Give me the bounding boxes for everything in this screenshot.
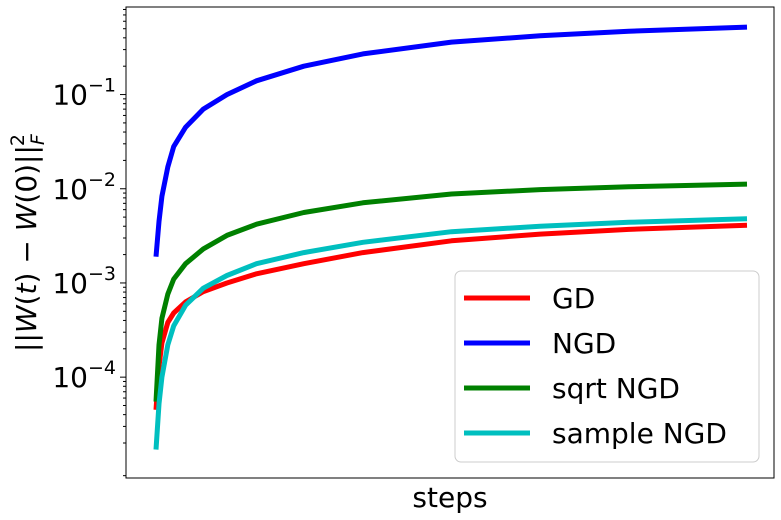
series-line-ngd (153, 24, 748, 257)
series-line-sqrt-ngd (153, 181, 748, 402)
legend-label-sample-ngd: sample NGD (552, 417, 727, 450)
series-layer (153, 24, 748, 450)
x-axis-title: steps (412, 481, 487, 514)
legend-frame (454, 270, 760, 463)
y-tick-label: 10−3 (52, 263, 116, 300)
legend: GD NGD sqrt NGD sample NGD (454, 270, 760, 463)
series-line-sample-ngd (153, 216, 748, 450)
legend-label-ngd: NGD (552, 327, 616, 360)
y-tick-label: 10−4 (52, 357, 116, 394)
y-tick-label: 10−2 (52, 169, 116, 206)
y-axis-title: ||W(t) − W(0)||F2 (7, 133, 49, 352)
y-axis-ticks: 10−4 10−3 10−2 10−1 (52, 8, 126, 477)
legend-label-sqrt-ngd: sqrt NGD (552, 372, 680, 405)
series-line-gd (153, 222, 748, 410)
plot-frame (125, 6, 775, 479)
legend-entries: GD NGD sqrt NGD sample NGD (464, 282, 727, 450)
y-tick-label: 10−1 (52, 75, 116, 112)
legend-label-gd: GD (552, 282, 595, 315)
